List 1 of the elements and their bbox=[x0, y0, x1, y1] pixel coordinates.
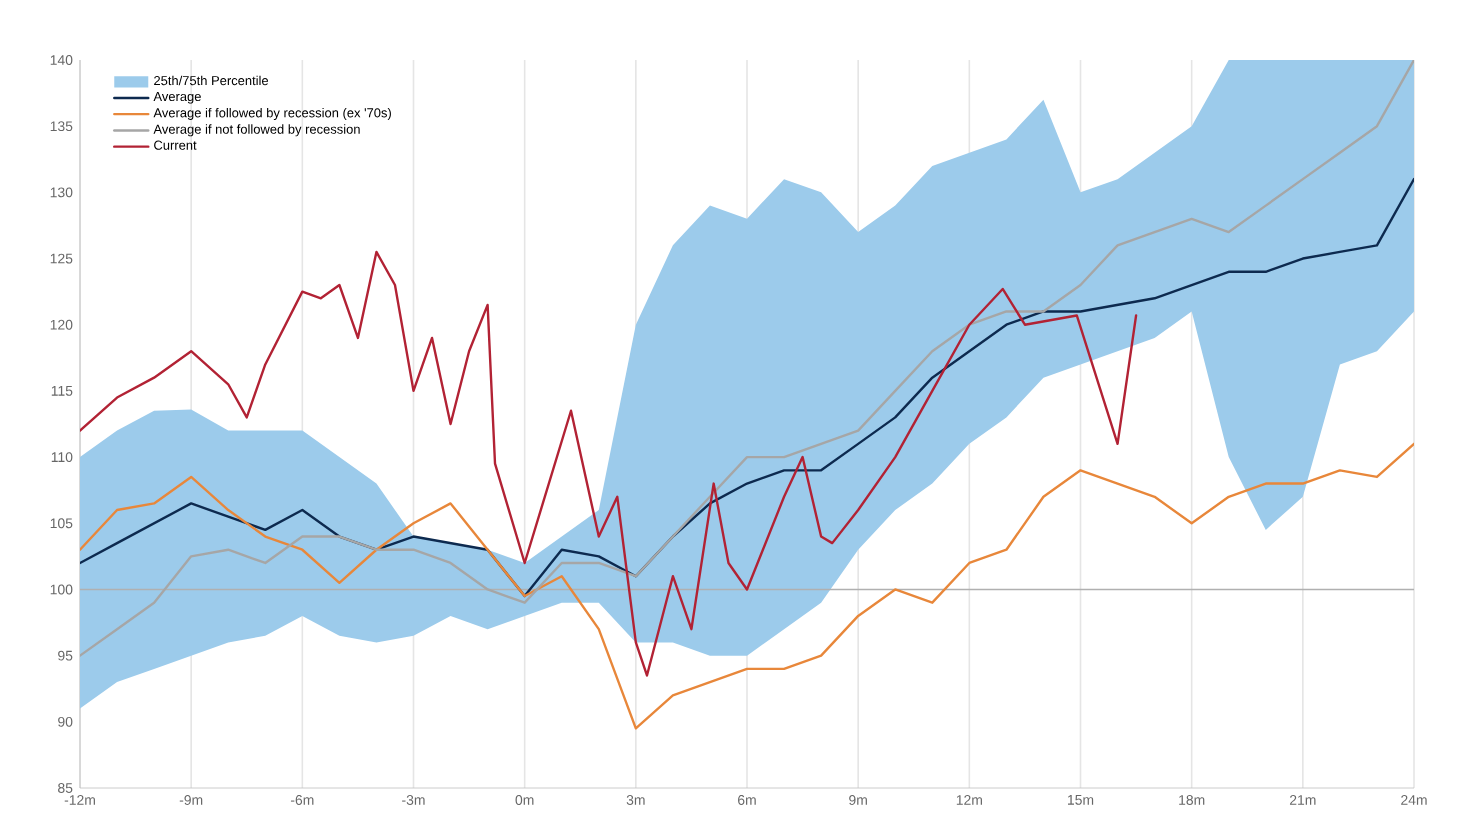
line-series bbox=[80, 250, 1138, 677]
